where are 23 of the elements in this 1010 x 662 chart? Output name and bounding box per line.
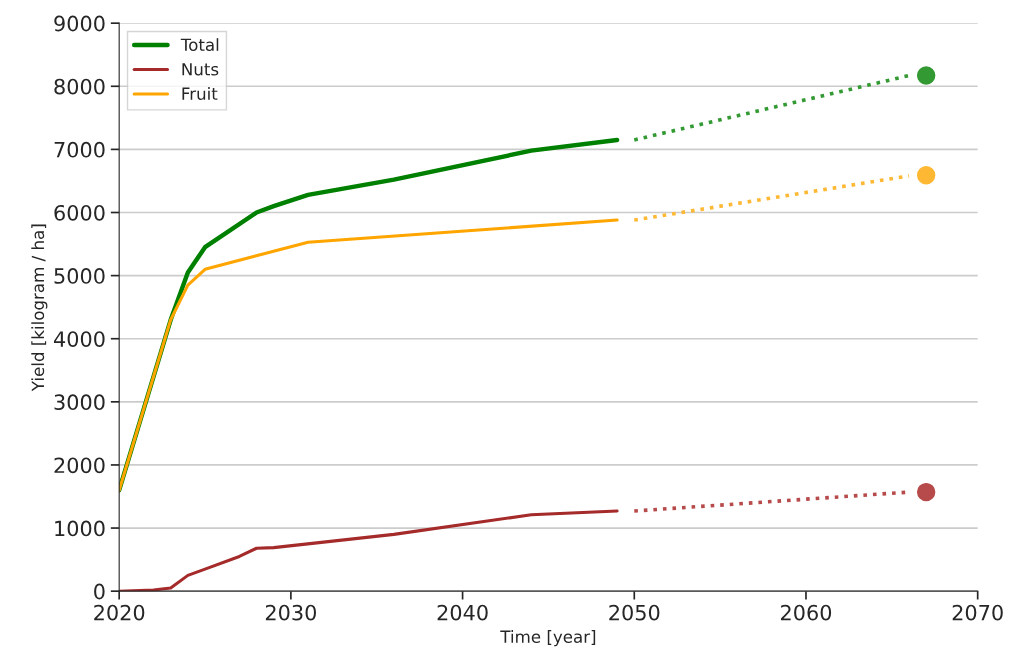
x-tick-label: 2060: [781, 604, 832, 621]
x-axis-title: Time [year]: [500, 630, 596, 647]
line-series: [119, 509, 619, 592]
y-tick-label: 5000: [54, 268, 105, 284]
line-series: [119, 218, 619, 492]
x-tick-label: 2050: [609, 604, 660, 621]
y-tick-label: 3000: [54, 394, 105, 411]
y-tick-label: 9000: [54, 15, 105, 32]
y-tick-label: 4000: [53, 331, 105, 347]
y-tick-label: 8000: [54, 78, 105, 95]
y-axis-title: Yield [kilogram / ha]: [31, 224, 48, 392]
x-tick-label: 2020: [94, 604, 145, 621]
x-tick-label: 2030: [265, 604, 317, 621]
y-tick-label: 6000: [54, 204, 105, 221]
y-tick-label: 0: [94, 583, 105, 600]
y-tick-label: 1000: [55, 520, 105, 537]
y-tick-label: 2000: [54, 457, 105, 474]
x-tick-label: 2040: [437, 604, 488, 621]
legend-label: Nuts: [182, 63, 219, 76]
y-tick-label: 7000: [54, 141, 105, 158]
x-tick-label: 2070: [952, 604, 1003, 621]
legend-label: Total: [180, 38, 219, 52]
legend-label: Fruit: [182, 87, 218, 100]
